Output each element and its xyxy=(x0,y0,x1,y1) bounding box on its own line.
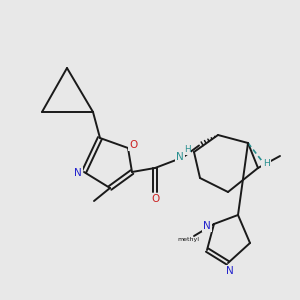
Text: N: N xyxy=(203,221,211,231)
Text: N: N xyxy=(226,266,234,276)
Text: H: H xyxy=(264,160,270,169)
Text: methyl: methyl xyxy=(177,238,199,242)
Text: O: O xyxy=(129,140,137,150)
Text: O: O xyxy=(151,194,159,204)
Text: N: N xyxy=(262,161,270,171)
Text: N: N xyxy=(74,168,82,178)
Text: N: N xyxy=(176,152,184,162)
Text: H: H xyxy=(184,146,190,154)
